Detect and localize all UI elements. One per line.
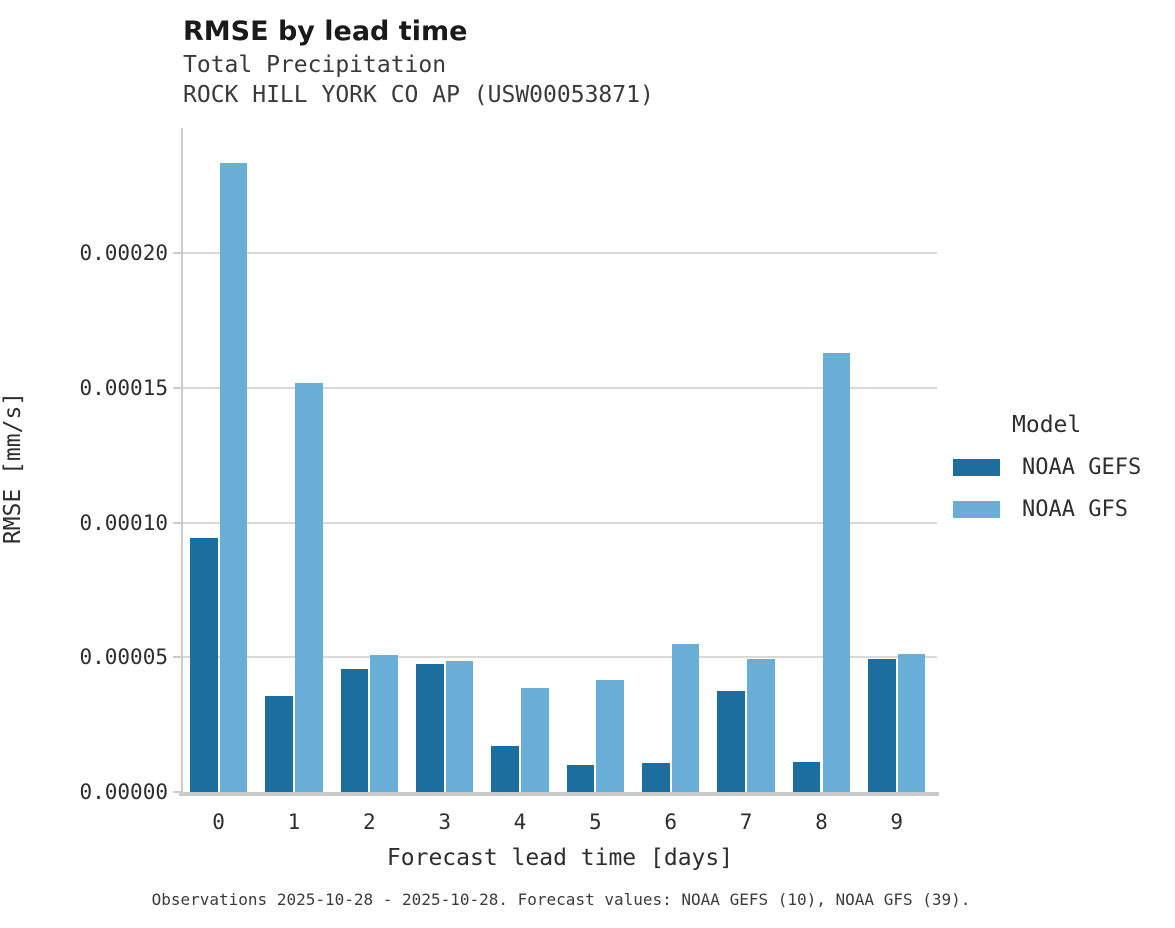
gridline-0.00015 xyxy=(183,387,937,390)
bar-noaa-gfs-lead-9 xyxy=(897,653,926,792)
gridline-0.00020 xyxy=(183,252,937,255)
x-tick-label-8: 8 xyxy=(815,810,828,834)
bar-noaa-gefs-lead-0 xyxy=(190,538,218,792)
y-tick-mark xyxy=(173,387,181,390)
gridline-0.00005 xyxy=(183,656,937,659)
legend-swatch-noaa-gfs xyxy=(953,501,1000,518)
y-tick-mark xyxy=(173,656,181,659)
legend-swatch-noaa-gefs xyxy=(953,459,1000,476)
y-tick-mark xyxy=(173,521,181,524)
legend-item-noaa-gfs: NOAA GFS xyxy=(950,497,1175,522)
y-tick-label-0.00005: 0.00005 xyxy=(79,645,168,670)
bar-noaa-gefs-lead-4 xyxy=(491,745,519,792)
y-tick-mark xyxy=(173,791,181,793)
gridline-0.00010 xyxy=(183,521,937,524)
y-axis-label: RMSE [mm/s] xyxy=(0,391,26,545)
bar-noaa-gefs-lead-5 xyxy=(566,764,595,792)
chart-title: RMSE by lead time xyxy=(183,16,468,47)
x-tick-label-9: 9 xyxy=(890,810,904,834)
bar-noaa-gfs-lead-7 xyxy=(747,659,775,792)
legend: Model NOAA GEFS NOAA GFS xyxy=(950,412,1175,522)
legend-label-noaa-gfs: NOAA GFS xyxy=(1022,497,1128,522)
bar-noaa-gfs-lead-6 xyxy=(671,644,700,792)
x-tick-label-4: 4 xyxy=(513,810,527,834)
chart-subtitle-variable: Total Precipitation xyxy=(183,52,447,78)
bar-noaa-gefs-lead-1 xyxy=(265,696,293,792)
bar-noaa-gefs-lead-2 xyxy=(340,668,369,792)
bar-noaa-gfs-lead-0 xyxy=(219,163,248,792)
y-tick-label-0.00015: 0.00015 xyxy=(79,376,168,401)
bar-noaa-gfs-lead-5 xyxy=(596,679,624,792)
bar-noaa-gefs-lead-9 xyxy=(868,659,896,792)
legend-title: Model xyxy=(1012,412,1082,438)
x-axis-spine xyxy=(179,792,939,796)
chart-subtitle-station: ROCK HILL YORK CO AP (USW00053871) xyxy=(183,82,654,108)
legend-item-noaa-gefs: NOAA GEFS xyxy=(950,455,1175,480)
bar-noaa-gfs-lead-3 xyxy=(445,661,474,792)
bar-noaa-gfs-lead-1 xyxy=(295,382,323,792)
x-tick-label-7: 7 xyxy=(739,810,753,834)
bar-noaa-gefs-lead-7 xyxy=(717,691,745,792)
x-tick-label-1: 1 xyxy=(287,810,301,834)
bar-noaa-gefs-lead-3 xyxy=(416,664,444,792)
bar-noaa-gefs-lead-6 xyxy=(642,762,670,792)
y-tick-label-0.00020: 0.00020 xyxy=(79,241,168,266)
x-tick-label-2: 2 xyxy=(362,810,376,834)
bar-noaa-gefs-lead-8 xyxy=(792,761,821,792)
x-axis-label: Forecast lead time [days] xyxy=(386,845,734,871)
bar-noaa-gfs-lead-8 xyxy=(822,353,850,792)
x-tick-label-6: 6 xyxy=(664,810,678,834)
y-tick-mark xyxy=(173,252,181,255)
x-tick-label-3: 3 xyxy=(438,810,451,834)
caption: Observations 2025-10-28 - 2025-10-28. Fo… xyxy=(151,890,971,909)
x-tick-label-0: 0 xyxy=(212,810,225,834)
bar-noaa-gfs-lead-2 xyxy=(370,655,398,792)
plot-area xyxy=(173,128,939,796)
y-tick-label-0.00000: 0.00000 xyxy=(79,780,168,804)
y-tick-labels: 0.00000 0.00005 0.00010 0.00015 0.00020 xyxy=(50,128,168,804)
bar-noaa-gfs-lead-4 xyxy=(521,687,549,792)
legend-label-noaa-gefs: NOAA GEFS xyxy=(1022,455,1142,480)
y-tick-label-0.00010: 0.00010 xyxy=(79,510,168,535)
x-tick-label-5: 5 xyxy=(589,810,602,834)
x-tick-labels: 0 1 2 3 4 5 6 7 8 9 xyxy=(183,810,937,838)
